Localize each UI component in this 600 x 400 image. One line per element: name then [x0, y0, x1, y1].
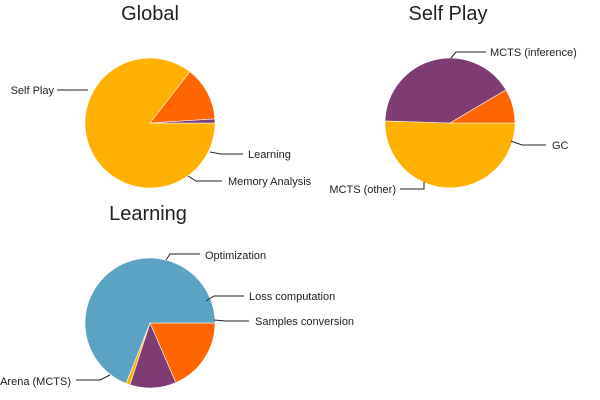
leader-line-gc [510, 140, 546, 146]
leader-line-mcts-inference [450, 51, 486, 59]
leader-line-samples-conversion [213, 319, 249, 322]
slice-label-gc: GC [552, 140, 569, 152]
slice-label-samples-conversion: Samples conversion [255, 316, 354, 328]
leader-line-optimization [165, 253, 200, 261]
pie-chart-global: Global Self Play Learning Memory Analysis [11, 3, 312, 189]
slice-label-mcts-inference: MCTS (inference) [490, 47, 577, 59]
slice-label-self-play: Self Play [11, 85, 55, 97]
leader-line-memory-analysis [187, 175, 222, 182]
slice-label-mcts-other: MCTS (other) [329, 184, 396, 196]
leader-line-mcts-other [400, 182, 425, 190]
slice-label-learning: Learning [248, 149, 291, 161]
pie-slice-mcts-inference [384, 120, 516, 189]
slice-label-memory-analysis: Memory Analysis [228, 176, 312, 188]
chart-title: Global [121, 3, 179, 25]
chart-title: Learning [109, 203, 187, 225]
pie-slice-gc [448, 89, 516, 124]
pie-slice-memory-analysis [149, 118, 216, 124]
slice-label-loss-computation: Loss computation [249, 291, 335, 303]
pie-slice-arena-mcts [84, 257, 216, 384]
slice-label-arena-mcts: Arena (MCTS) [0, 376, 71, 388]
leader-line-learning [209, 151, 243, 155]
slice-label-optimization: Optimization [205, 250, 266, 262]
pie-slice-learning [149, 71, 216, 124]
pie-chart-self-play: Self Play MCTS (inference) MCTS (other) GC [329, 3, 576, 196]
pie-slice-optimization [149, 322, 216, 384]
pie-slice-mcts-other [384, 57, 507, 124]
pie-chart-learning: Learning Optimization Loss computation Samp… [0, 203, 354, 389]
leader-line-arena-mcts [76, 374, 111, 381]
leader-line-loss-computation [205, 295, 244, 302]
chart-title: Self Play [409, 3, 488, 25]
